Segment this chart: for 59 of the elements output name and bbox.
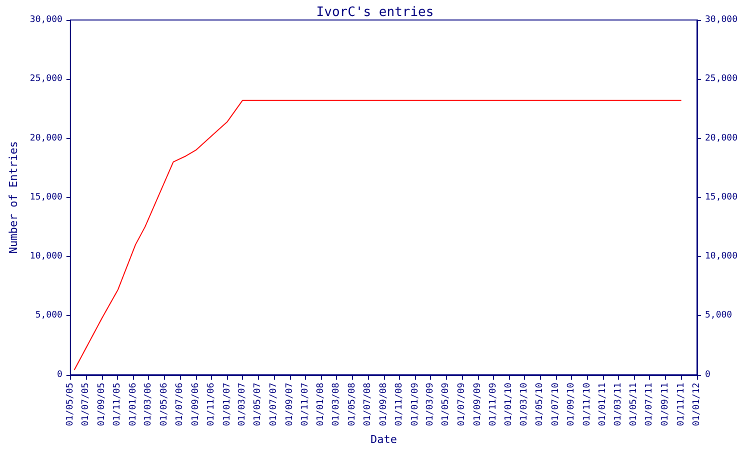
line-series — [74, 100, 682, 371]
y2-tick-label: 15,000 — [705, 192, 738, 202]
x-tick-label: 01/07/09 — [456, 382, 467, 426]
x-tick-label: 01/09/05 — [97, 382, 108, 426]
x-tick-label: 01/05/09 — [441, 382, 452, 426]
x-tick-label: 01/11/09 — [488, 382, 499, 426]
y2-tick-label: 25,000 — [705, 74, 738, 84]
y2-tick-label: 5,000 — [705, 310, 732, 321]
x-tick-label: 01/03/09 — [426, 382, 436, 426]
x-tick-label: 01/05/11 — [628, 382, 639, 426]
x-tick-label: 01/05/07 — [253, 382, 264, 426]
x-tick-label: 01/07/07 — [268, 382, 279, 426]
x-tick-label: 01/07/10 — [550, 382, 561, 426]
x-tick-label: 01/11/06 — [206, 382, 217, 426]
x-tick-label: 01/09/10 — [566, 382, 577, 426]
y-tick-label: 30,000 — [30, 15, 62, 25]
x-tick-label: 01/03/07 — [237, 382, 248, 426]
y2-tick-label: 10,000 — [705, 252, 738, 262]
x-axis-title: Date — [370, 433, 397, 446]
x-tick-label: 01/07/08 — [363, 382, 374, 426]
x-tick-label: 01/09/06 — [190, 382, 201, 426]
x-tick-label: 01/09/08 — [378, 382, 389, 426]
x-tick-label: 01/01/11 — [598, 382, 608, 426]
chart-title: IvorC's entries — [316, 5, 434, 20]
x-tick-label: 01/01/12 — [692, 382, 702, 426]
x-tick-label: 01/01/10 — [504, 382, 514, 426]
x-tick-label: 01/09/11 — [660, 382, 671, 426]
x-tick-label: 01/01/08 — [316, 382, 326, 426]
x-tick-label: 01/07/05 — [81, 382, 92, 426]
y2-tick-label: 0 — [705, 370, 710, 380]
x-tick-label: 01/03/11 — [613, 382, 624, 426]
x-tick-label: 01/03/08 — [332, 382, 342, 426]
y-tick-label: 0 — [56, 370, 62, 380]
x-tick-label: 01/05/06 — [159, 382, 170, 426]
y-tick-label: 10,000 — [30, 252, 62, 262]
y-tick-label: 15,000 — [30, 192, 62, 202]
x-tick-label: 01/07/06 — [174, 382, 185, 426]
x-tick-label: 01/01/09 — [410, 382, 420, 426]
y2-tick-label: 20,000 — [705, 133, 738, 144]
y-tick-label: 20,000 — [30, 133, 62, 144]
x-tick-label: 01/11/11 — [676, 382, 686, 426]
y-axis-title: Number of Entries — [7, 141, 20, 254]
x-tick-label: 01/09/07 — [284, 382, 295, 426]
x-tick-label: 01/03/06 — [144, 382, 154, 426]
x-tick-label: 01/05/08 — [347, 382, 358, 426]
x-tick-label: 01/05/10 — [535, 382, 546, 426]
x-tick-label: 01/11/10 — [582, 382, 592, 426]
x-tick-label: 01/03/10 — [519, 382, 530, 426]
x-tick-label: 01/09/09 — [472, 382, 483, 426]
x-tick-label: 01/11/08 — [394, 382, 405, 426]
y2-tick-label: 30,000 — [705, 15, 738, 25]
y-tick-label: 5,000 — [35, 310, 62, 321]
x-tick-label: 01/01/06 — [128, 382, 138, 426]
x-tick-label: 01/05/05 — [65, 382, 76, 426]
x-tick-label: 01/07/11 — [644, 382, 655, 426]
x-tick-label: 01/11/07 — [300, 382, 311, 426]
y-tick-label: 25,000 — [30, 74, 62, 84]
x-tick-label: 01/01/07 — [222, 382, 232, 426]
x-tick-label: 01/11/05 — [112, 382, 123, 426]
